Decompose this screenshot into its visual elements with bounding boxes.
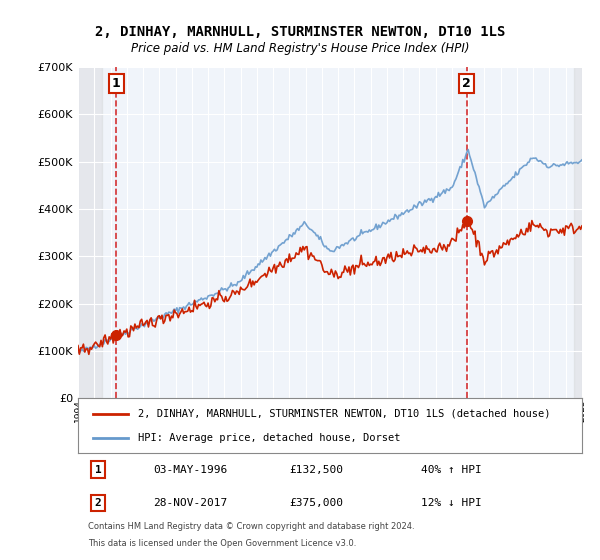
Text: HPI: Average price, detached house, Dorset: HPI: Average price, detached house, Dors… [139, 433, 401, 443]
Text: 03-MAY-1996: 03-MAY-1996 [154, 465, 228, 475]
Text: Contains HM Land Registry data © Crown copyright and database right 2024.: Contains HM Land Registry data © Crown c… [88, 522, 415, 531]
Bar [574, 67, 582, 398]
Text: Price paid vs. HM Land Registry's House Price Index (HPI): Price paid vs. HM Land Registry's House … [131, 42, 469, 55]
Text: This data is licensed under the Open Government Licence v3.0.: This data is licensed under the Open Gov… [88, 539, 356, 548]
Text: 1: 1 [95, 465, 101, 475]
Text: 28-NOV-2017: 28-NOV-2017 [154, 498, 228, 508]
Text: 40% ↑ HPI: 40% ↑ HPI [421, 465, 481, 475]
Text: £132,500: £132,500 [290, 465, 344, 475]
Text: 2: 2 [95, 498, 101, 508]
Text: 2, DINHAY, MARNHULL, STURMINSTER NEWTON, DT10 1LS: 2, DINHAY, MARNHULL, STURMINSTER NEWTON,… [95, 25, 505, 39]
Text: 1: 1 [112, 77, 121, 90]
Text: 12% ↓ HPI: 12% ↓ HPI [421, 498, 481, 508]
Bar [78, 67, 103, 398]
Text: £375,000: £375,000 [290, 498, 344, 508]
Text: 2, DINHAY, MARNHULL, STURMINSTER NEWTON, DT10 1LS (detached house): 2, DINHAY, MARNHULL, STURMINSTER NEWTON,… [139, 408, 551, 418]
Text: 2: 2 [463, 77, 471, 90]
